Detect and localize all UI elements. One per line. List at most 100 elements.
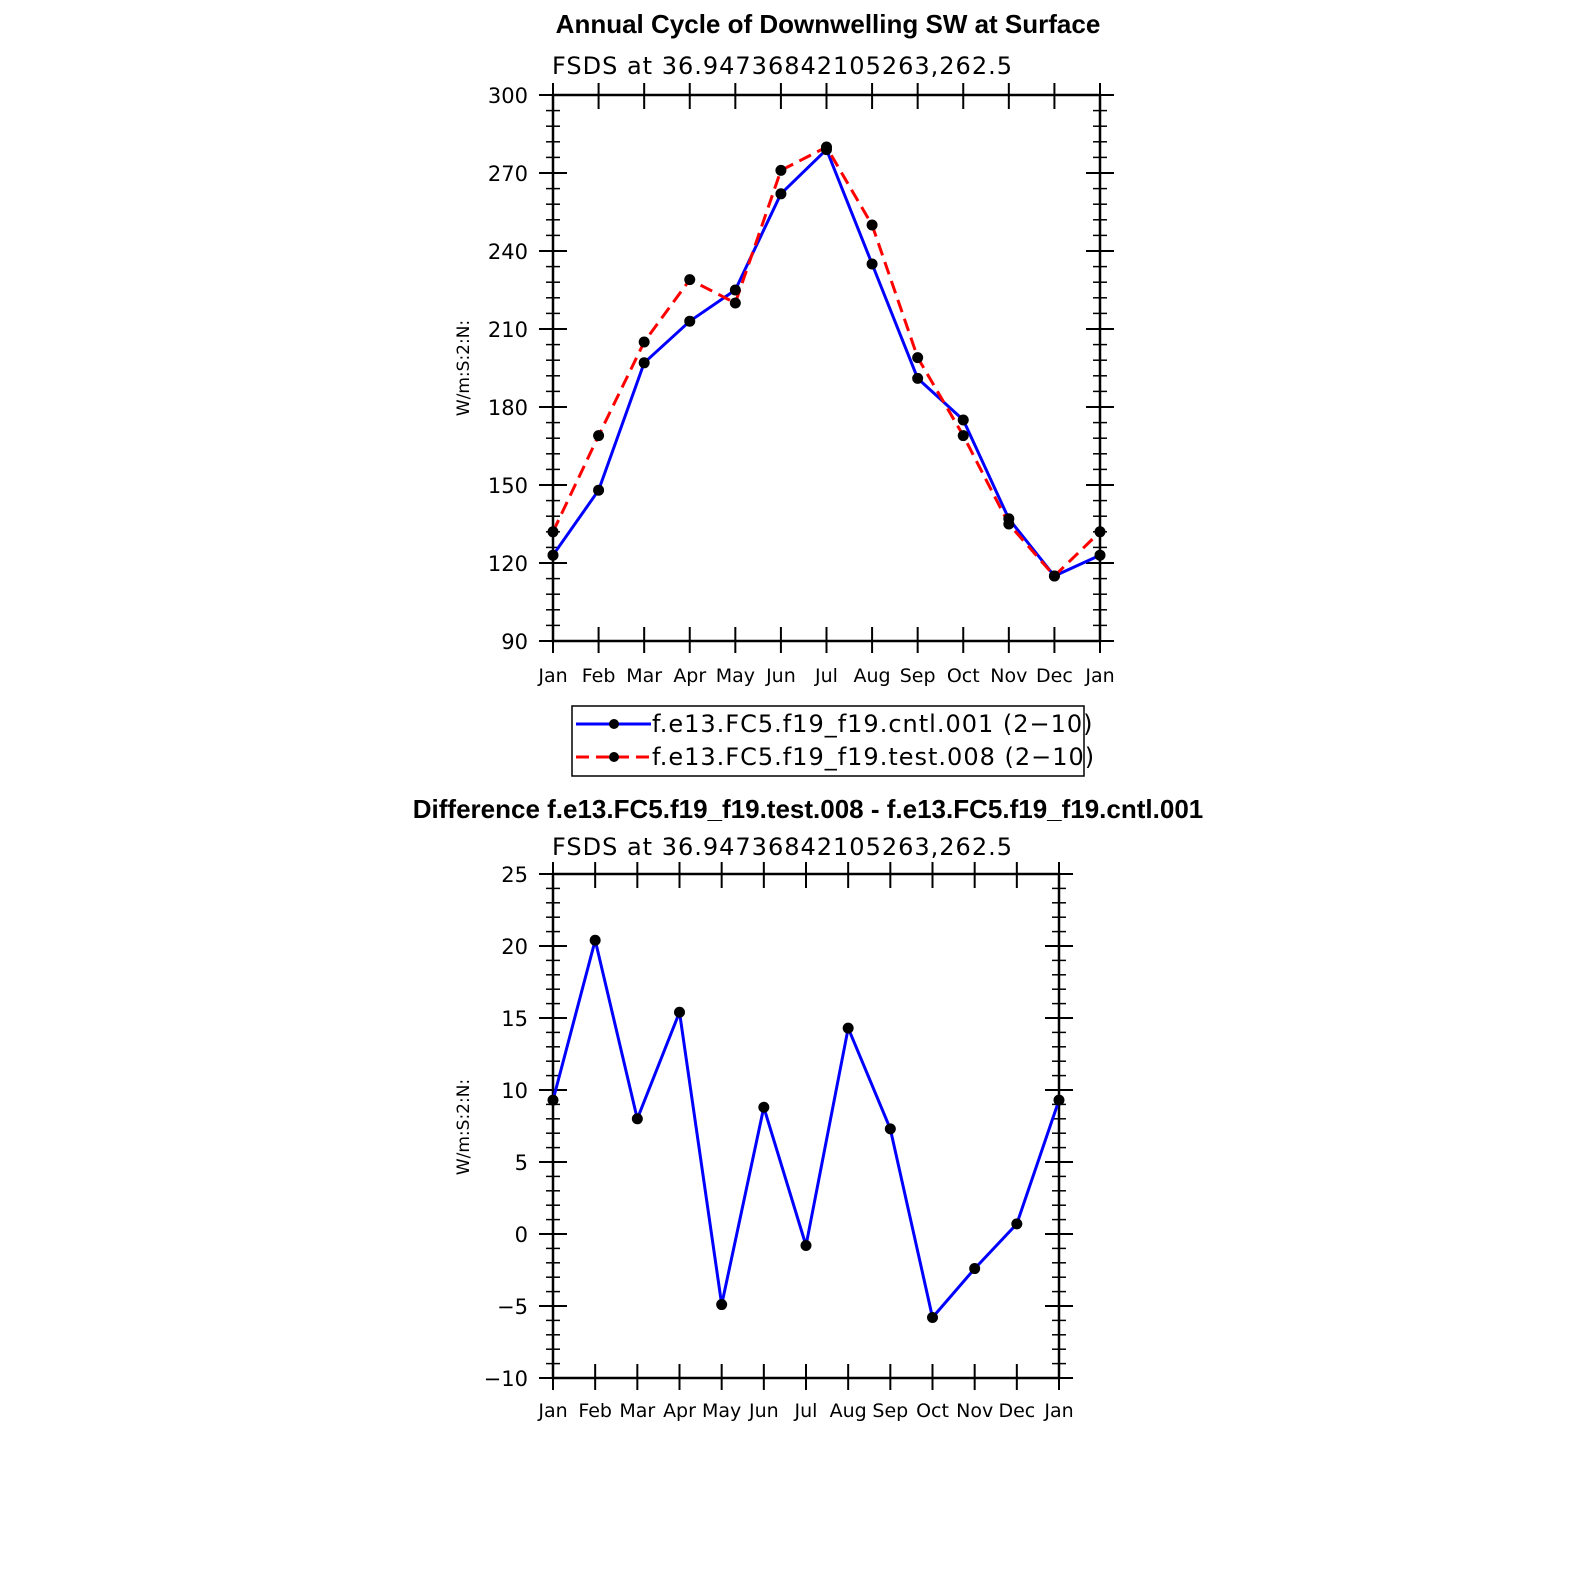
data-point [547,1094,559,1106]
data-point [638,336,650,348]
x-tick-label: Jan [537,1400,567,1422]
x-tick-label: Sep [872,1400,908,1422]
y-tick-label: 25 [501,863,528,887]
legend: f.e13.FC5.f19_f19.cntl.001 (2−10) f.e13.… [571,705,1095,777]
x-tick-label: Jan [537,665,567,687]
y-tick-label: 10 [501,1079,528,1103]
annual-cycle-chart: Annual Cycle of Downwelling SW at Surfac… [454,9,1115,777]
x-tick-label: Feb [582,665,616,687]
chart-title: Annual Cycle of Downwelling SW at Surfac… [556,9,1101,39]
y-tick-label: 180 [488,396,528,420]
plot-area: −10 −5 0 5 10 15 20 25 Jan Feb Mar Apr May Jun Jul Aug S… [484,862,1074,1422]
data-point [1048,570,1060,582]
data-point [684,315,696,327]
y-tick-label: 90 [501,630,528,654]
chart-subtitle: FSDS at 36.94736842105263,262.5 [552,833,1013,861]
legend-label-cntl: f.e13.FC5.f19_f19.cntl.001 (2−10) [652,710,1094,738]
data-point [729,297,741,309]
legend-marker-test [609,752,619,762]
y-tick-label: 210 [488,318,528,342]
data-point [1053,1094,1065,1106]
series-line-1 [551,145,1102,578]
data-point [631,1113,643,1125]
data-point [969,1263,981,1275]
legend-label-test: f.e13.FC5.f19_f19.test.008 (2−10) [652,743,1095,771]
data-point [716,1299,728,1311]
y-tick-label: 0 [515,1223,528,1247]
difference-chart: Difference f.e13.FC5.f19_f19.test.008 - … [413,794,1204,1422]
series-marks [547,141,1106,582]
x-tick-label: Nov [990,665,1027,687]
x-tick-label: Feb [578,1400,612,1422]
data-point [593,484,605,496]
x-tick-label: Aug [854,665,891,687]
y-axis-label: W/m:S:2:N: [454,1079,474,1175]
y-tick-label: 240 [488,240,528,264]
data-point [1003,518,1015,530]
x-tick-label: May [716,665,755,687]
x-tick-label: May [702,1400,741,1422]
y-axis-label: W/m:S:2:N: [454,320,474,416]
y-tick-label: 120 [488,552,528,576]
data-point [674,1006,685,1018]
data-point [775,164,787,176]
data-point [1011,1218,1023,1230]
series-line-0 [551,938,1061,1319]
data-point [775,188,787,200]
data-point [957,414,969,426]
y-tick-label: 20 [501,935,528,959]
data-point [912,352,924,364]
axes-frame [551,872,1061,1380]
x-tick-label: Jul [814,665,838,687]
x-tick-label: Mar [619,1400,655,1422]
x-tick-label: Oct [916,1400,949,1422]
legend-marker-cntl [609,719,619,729]
data-point [957,430,969,442]
data-point [758,1101,770,1113]
data-point [927,1312,938,1324]
y-tick-label: −10 [484,1367,528,1391]
data-point [1094,549,1106,561]
x-tick-label: Apr [663,1400,696,1422]
chart-title: Difference f.e13.FC5.f19_f19.test.008 - … [413,794,1204,824]
x-tick-label: Apr [673,665,706,687]
data-point [729,284,741,296]
x-tick-label: Jul [794,1400,818,1422]
data-point [912,372,924,384]
data-point [842,1022,854,1034]
y-tick-label: 300 [488,84,528,108]
data-point [547,526,559,538]
x-tick-label: Jun [748,1400,779,1422]
data-point [800,1240,812,1252]
y-tick-label: −5 [497,1295,528,1319]
data-point [547,549,559,561]
axes-frame [551,93,1102,643]
series-marks [547,934,1065,1324]
data-point [684,274,696,286]
data-point [821,141,832,153]
data-point [866,219,878,231]
data-point [866,258,878,270]
x-tick-label: Oct [947,665,980,687]
y-tick-label: 270 [488,162,528,186]
x-tick-label: Dec [998,1400,1035,1422]
x-tick-label: Sep [900,665,936,687]
x-tick-label: Dec [1036,665,1073,687]
x-tick-label: Jan [1043,1400,1073,1422]
legend-box [571,705,1085,777]
data-point [593,430,605,442]
x-tick-label: Aug [830,1400,867,1422]
plot-area: 90 120 150 180 210 240 270 300 Jan Feb Mar Apr May Ju… [488,83,1115,687]
data-point [1094,526,1106,538]
y-tick-label: 150 [488,474,528,498]
data-point [884,1123,896,1135]
x-tick-label: Jan [1084,665,1114,687]
y-tick-label: 15 [501,1007,528,1031]
x-tick-label: Mar [626,665,662,687]
chart-subtitle: FSDS at 36.94736842105263,262.5 [552,52,1013,80]
y-tick-label: 5 [515,1151,528,1175]
data-point [589,934,601,946]
x-tick-label: Jun [765,665,796,687]
x-tick-label: Nov [956,1400,993,1422]
